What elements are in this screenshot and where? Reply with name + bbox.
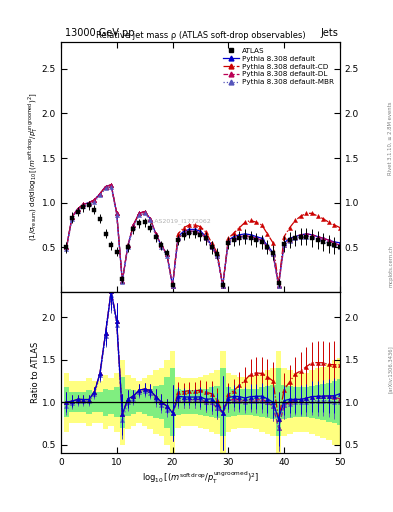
Text: 13000 GeV pp: 13000 GeV pp <box>65 28 134 38</box>
Text: Rivet 3.1.10, ≥ 2.8M events: Rivet 3.1.10, ≥ 2.8M events <box>388 101 393 175</box>
Text: [arXiv:1306.3436]: [arXiv:1306.3436] <box>388 345 393 393</box>
Y-axis label: $(1/\sigma_\mathrm{resum})\ \mathrm{d}\sigma/\mathrm{d}\log_{10}[(m^{\mathrm{sof: $(1/\sigma_\mathrm{resum})\ \mathrm{d}\s… <box>27 93 40 241</box>
X-axis label: $\log_{10}[(m^{\mathrm{soft\,drop}}/p_\mathrm{T}^{\mathrm{ungroomed}})^2]$: $\log_{10}[(m^{\mathrm{soft\,drop}}/p_\m… <box>142 470 259 486</box>
Text: mcplots.cern.ch: mcplots.cern.ch <box>388 245 393 287</box>
Y-axis label: Ratio to ATLAS: Ratio to ATLAS <box>31 342 40 403</box>
Title: Relative jet mass ρ (ATLAS soft-drop observables): Relative jet mass ρ (ATLAS soft-drop obs… <box>95 31 305 40</box>
Text: Jets: Jets <box>321 28 339 38</box>
Text: ATLAS2019_I1772062: ATLAS2019_I1772062 <box>144 218 212 224</box>
Legend: ATLAS, Pythia 8.308 default, Pythia 8.308 default-CD, Pythia 8.308 default-DL, P: ATLAS, Pythia 8.308 default, Pythia 8.30… <box>220 46 336 88</box>
